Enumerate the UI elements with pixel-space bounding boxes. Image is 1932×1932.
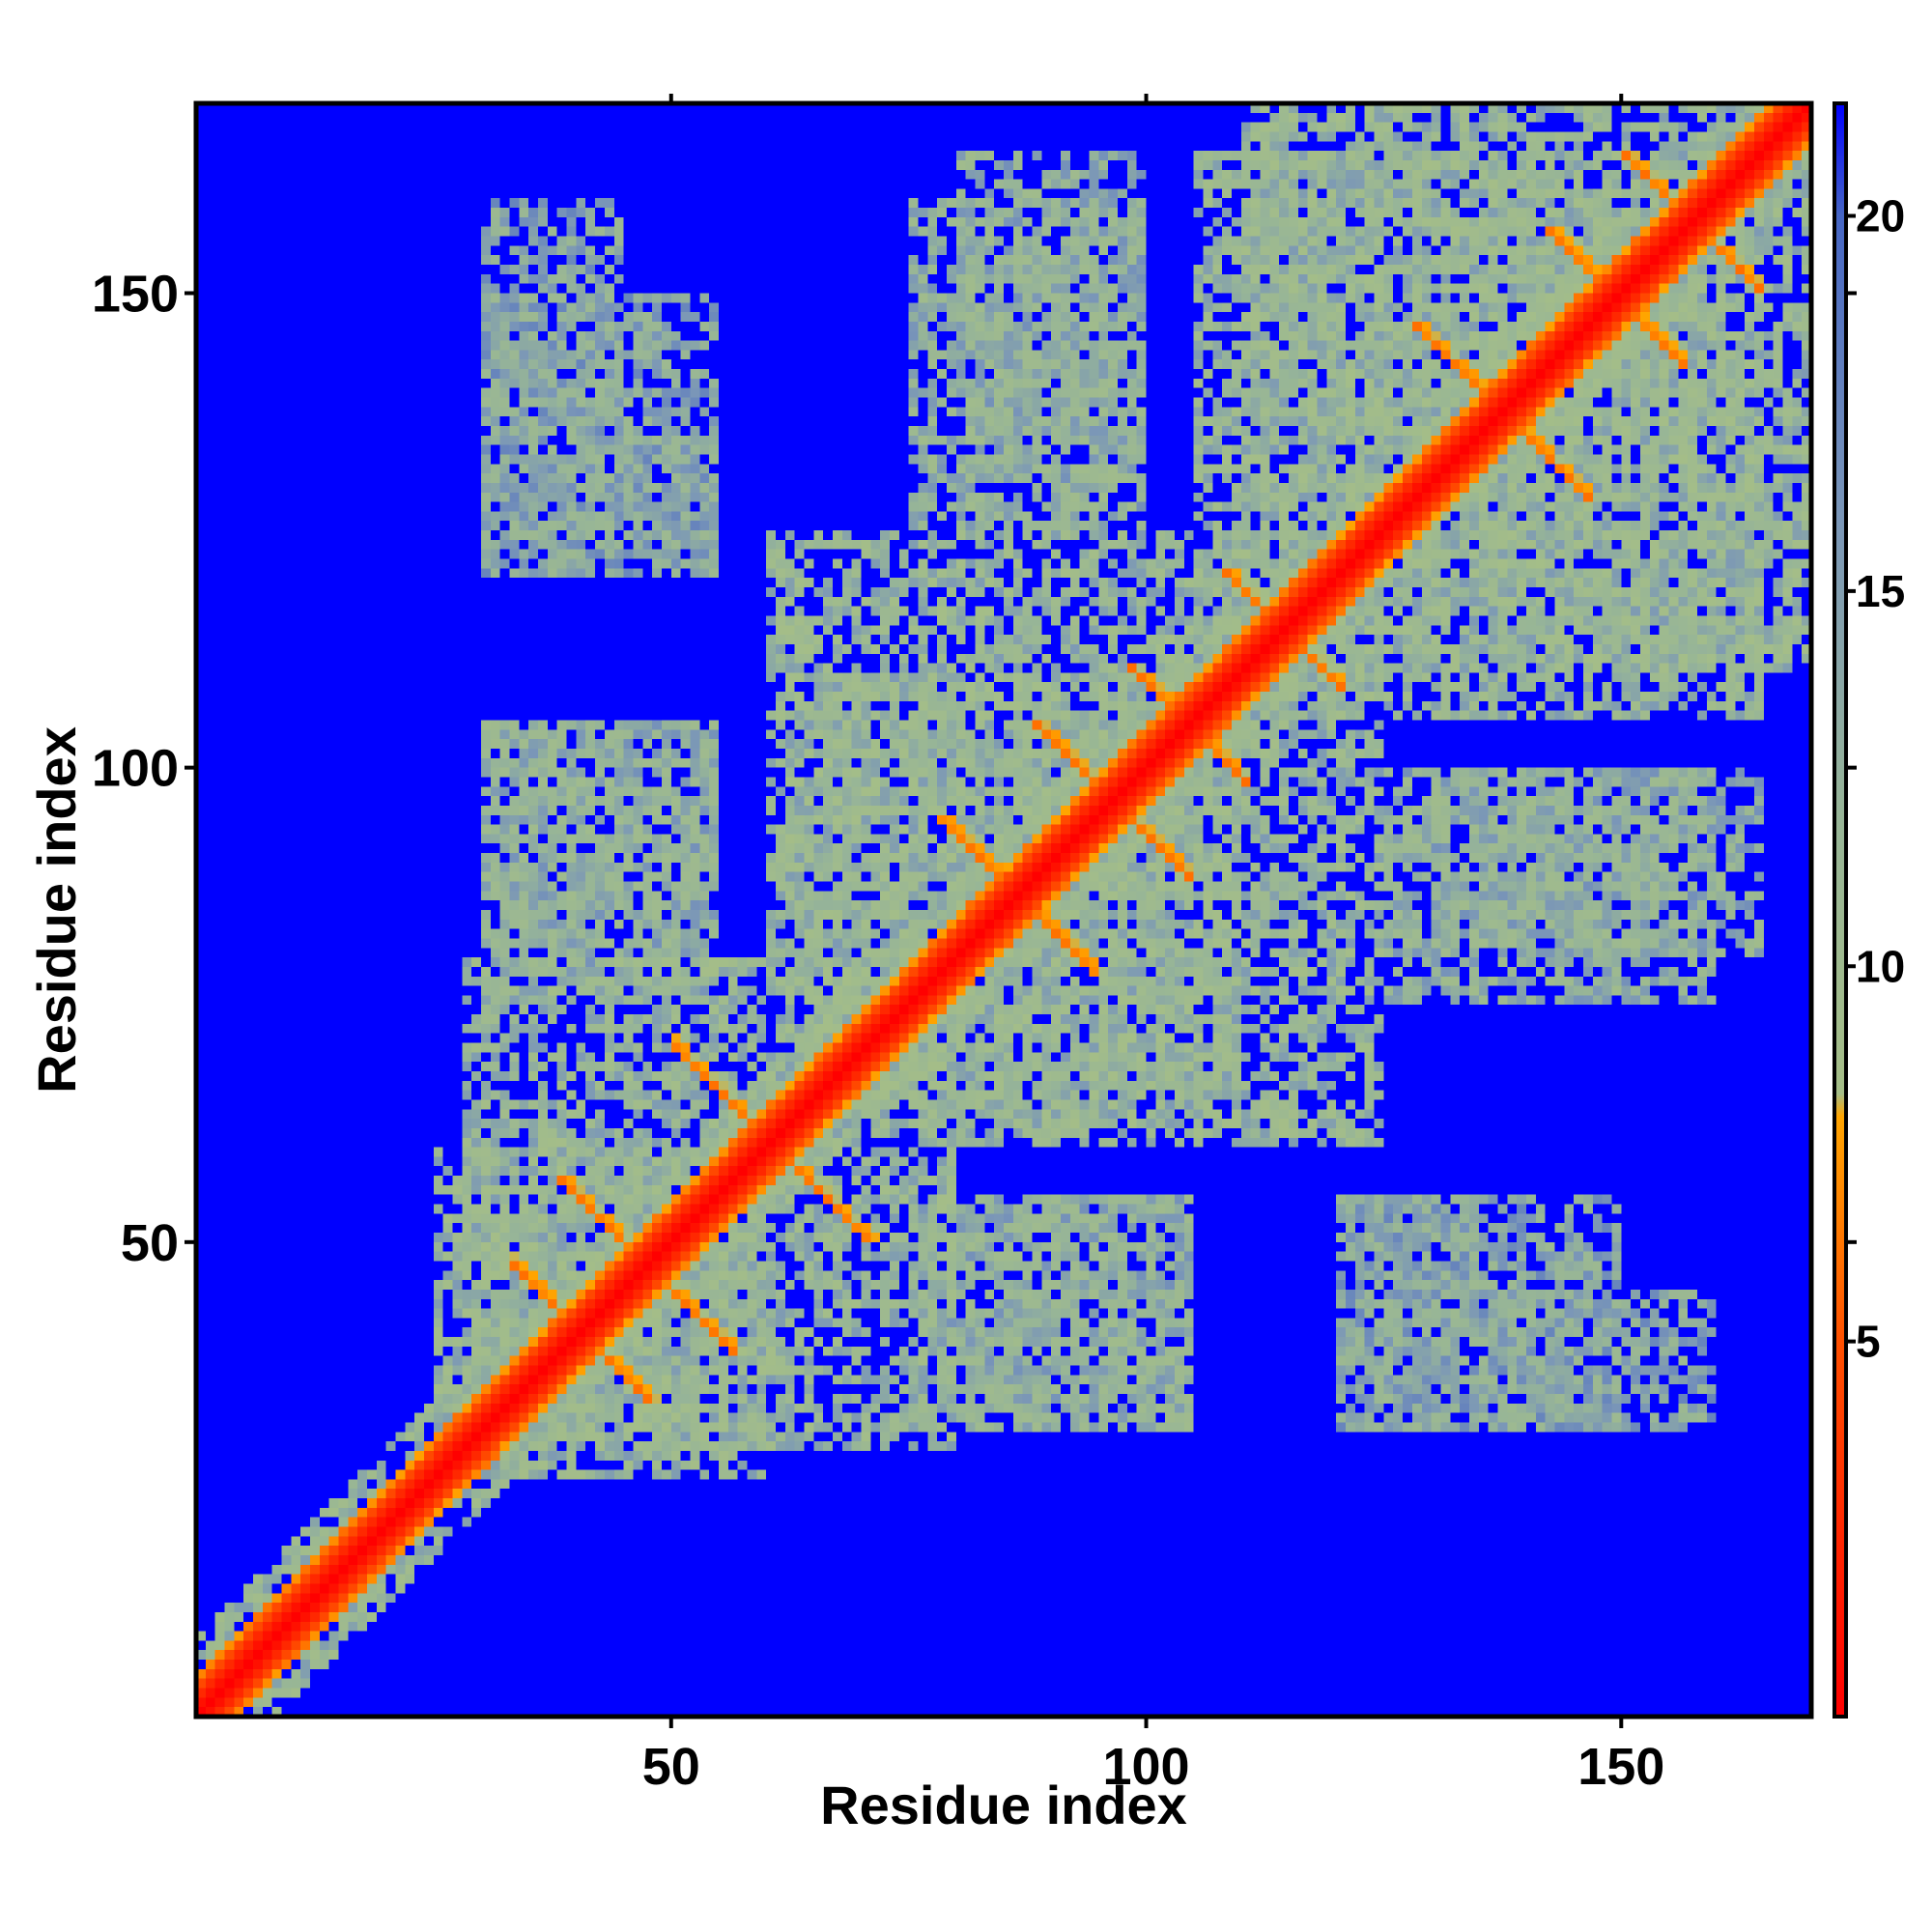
colorbar-tick-label: 15 — [1856, 566, 1905, 616]
colorbar-tick-label: 10 — [1856, 941, 1905, 991]
colorbar-gradient — [1833, 101, 1848, 1719]
y-axis-title: Residue index — [26, 726, 87, 1094]
x-tick-label: 150 — [1577, 1738, 1664, 1796]
y-tick-label: 50 — [121, 1214, 179, 1272]
heatmap-image — [196, 103, 1811, 1717]
x-axis-title: Residue index — [820, 1775, 1187, 1835]
heatmap-cells — [196, 103, 1811, 1717]
y-tick-label: 150 — [92, 265, 179, 323]
x-tick-label: 50 — [642, 1738, 700, 1796]
colorbar-tick-label: 20 — [1856, 191, 1905, 242]
y-axis-ticks: 50 100 150 — [92, 265, 1857, 1272]
colorbar: 5 10 15 20 — [1833, 101, 1905, 1719]
y-tick-label: 100 — [92, 740, 179, 798]
x-axis-ticks: 50 100 150 — [642, 94, 1664, 1796]
colorbar-tick-label: 5 — [1856, 1317, 1881, 1367]
x-tick-label: 100 — [1102, 1738, 1189, 1796]
plot-frame — [193, 100, 1814, 1719]
